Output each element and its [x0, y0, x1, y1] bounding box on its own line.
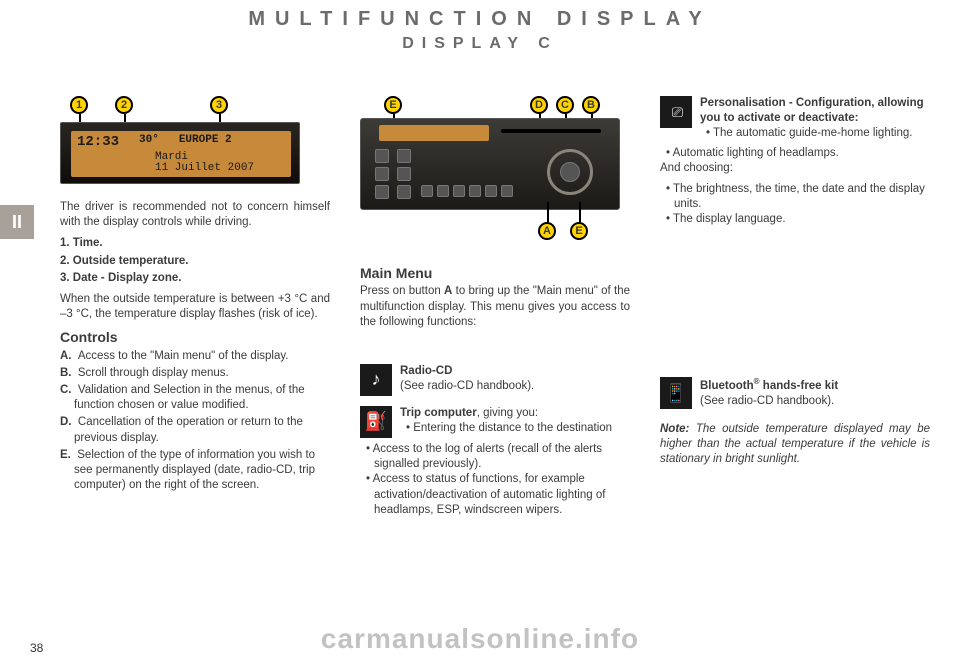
radio-cd-text: (See radio-CD handbook). [400, 380, 534, 392]
phone-icon: 📱 [660, 377, 692, 409]
callout-e-bottom: E [570, 222, 588, 240]
callout-a: A [538, 222, 556, 240]
callout-b: B [582, 96, 600, 114]
personalisation-row: ⎚ Personalisation - Conﬁguration, allowi… [660, 96, 930, 142]
callout-c: C [556, 96, 574, 114]
music-icon: ♪ [360, 364, 392, 396]
ice-warning: When the outside temperature is between … [60, 292, 330, 322]
content-columns: 1 2 3 12:33 30° EUROPE 2 Mardi [60, 96, 930, 633]
pers-b1: The automatic guide-me-home lighting. [700, 126, 930, 141]
bt-heading: Bluetooth [700, 380, 754, 392]
display-frame: 12:33 30° EUROPE 2 Mardi 11 Juillet 2007 [60, 122, 300, 184]
callout-d: D [530, 96, 548, 114]
trip-row: ⛽ Trip computer, giving you: Entering th… [360, 406, 630, 438]
callout-2: 2 [115, 96, 133, 114]
display-time: 12:33 [77, 133, 119, 151]
trip-b3: Access to status of functions, for examp… [360, 472, 630, 518]
header-title: MULTIFUNCTION DISPLAY [0, 8, 960, 31]
main-menu-heading: Main Menu [360, 264, 630, 282]
column-3: ⎚ Personalisation - Conﬁguration, allowi… [660, 96, 930, 633]
list-time: 1. Time. [60, 236, 330, 251]
radio-cd-row: ♪ Radio-CD (See radio-CD handbook). [360, 364, 630, 396]
controls-heading: Controls [60, 328, 330, 346]
trip-tail: , giving you: [477, 407, 538, 419]
driver-warning: The driver is recommended not to concern… [60, 200, 330, 230]
choose-b2: The display language. [660, 212, 930, 227]
list-date: 3. Date - Display zone. [60, 271, 330, 286]
display-temp: 30° [139, 133, 159, 148]
column-2: E D C B [360, 96, 630, 633]
display-date-2: 11 Juillet 2007 [155, 162, 254, 174]
radio-cd-heading: Radio-CD [400, 365, 452, 377]
bluetooth-row: 📱 Bluetooth® hands-free kit (See radio-C… [660, 377, 930, 409]
sliders-icon: ⎚ [660, 96, 692, 128]
callout-3: 3 [210, 96, 228, 114]
trip-b1: Entering the distance to the destination [400, 421, 630, 436]
trip-heading: Trip computer [400, 407, 477, 419]
chapter-tab: II [0, 205, 34, 239]
header: MULTIFUNCTION DISPLAY DISPLAY C [0, 0, 960, 53]
fuel-icon: ⛽ [360, 406, 392, 438]
bt-text: (See radio-CD handbook). [700, 395, 834, 407]
callout-e-top: E [384, 96, 402, 114]
page-number: 38 [30, 641, 43, 655]
radio-body [360, 118, 620, 210]
personalisation-heading: Personalisation - Conﬁguration, allowing… [700, 97, 924, 124]
and-choosing: And choosing: [660, 161, 930, 176]
list-temp: 2. Outside temperature. [60, 254, 330, 269]
figure-display-c: 1 2 3 12:33 30° EUROPE 2 Mardi [60, 96, 300, 194]
control-e: E. Selection of the type of information … [60, 448, 330, 494]
header-subtitle: DISPLAY C [0, 35, 960, 53]
main-menu-text: Press on button A to bring up the "Main … [360, 284, 630, 330]
callout-1: 1 [70, 96, 88, 114]
control-a: A. Access to the "Main menu" of the disp… [60, 349, 330, 364]
page: MULTIFUNCTION DISPLAY DISPLAY C II 1 2 3… [0, 0, 960, 663]
display-screen: 12:33 30° EUROPE 2 Mardi 11 Juillet 2007 [71, 131, 291, 177]
column-1: 1 2 3 12:33 30° EUROPE 2 Mardi [60, 96, 330, 633]
display-date-1: Mardi [155, 151, 188, 163]
trip-b2: Access to the log of alerts (recall of t… [360, 442, 630, 472]
bt-tail: hands-free kit [760, 380, 839, 392]
control-c: C. Validation and Selection in the menus… [60, 383, 330, 413]
choose-b1: The brightness, the time, the date and t… [660, 182, 930, 212]
display-station: EUROPE 2 [179, 133, 232, 148]
radio-screen [379, 125, 489, 141]
nav-ring [547, 149, 593, 195]
figure-radio: E D C B [360, 96, 620, 256]
note: Note: The outside temperature displayed … [660, 422, 930, 468]
control-d: D. Cancellation of the operation or retu… [60, 415, 330, 445]
cd-slot [501, 129, 601, 133]
control-b: B. Scroll through display menus. [60, 366, 330, 381]
pers-b2: Automatic lighting of headlamps. [660, 146, 930, 161]
